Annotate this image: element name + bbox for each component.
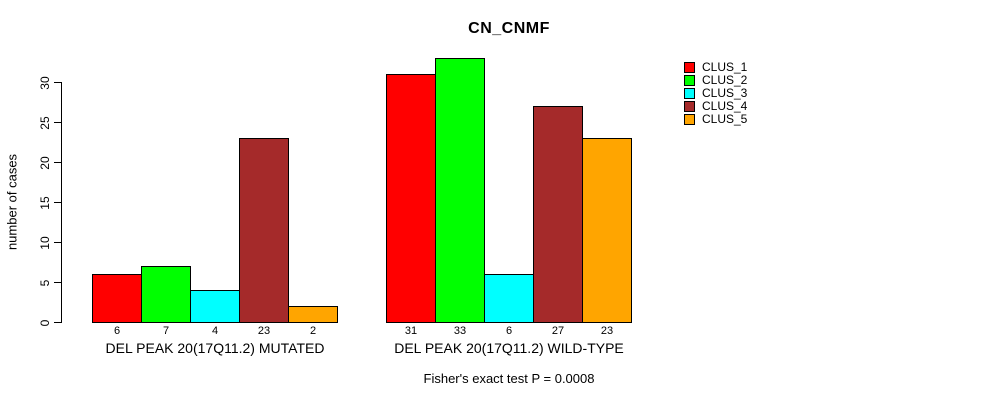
- legend-label: CLUS_3: [702, 86, 748, 100]
- legend-item-clus_1: CLUS_1: [684, 61, 747, 74]
- legend-swatch-clus_5: [684, 114, 695, 125]
- bar-value-label: 2: [309, 325, 317, 337]
- fisher-test-annotation: Fisher's exact test P = 0.0008: [423, 371, 595, 386]
- legend-swatch-clus_4: [684, 101, 695, 112]
- legend-swatch-clus_3: [684, 88, 695, 99]
- group-label-mutated: DEL PEAK 20(17Q11.2) MUTATED: [105, 340, 325, 356]
- bar-value-label: 4: [211, 325, 219, 337]
- bar-clus_1-group1: [92, 273, 142, 323]
- legend-item-clus_4: CLUS_4: [684, 100, 747, 113]
- legend-label: CLUS_2: [702, 73, 748, 87]
- bar-clus_3-group2: [484, 273, 534, 323]
- y-tick-label: 0: [38, 319, 52, 326]
- bar-value-label: 31: [404, 325, 418, 337]
- y-axis-title: number of cases: [4, 153, 20, 251]
- legend-swatch-clus_2: [684, 75, 695, 86]
- y-tick-label: 15: [38, 195, 52, 210]
- legend-item-clus_2: CLUS_2: [684, 74, 747, 87]
- bar-clus_2-group1: [141, 265, 191, 323]
- bar-value-label: 23: [257, 325, 271, 337]
- legend-item-clus_3: CLUS_3: [684, 87, 747, 100]
- bar-value-label: 6: [505, 325, 513, 337]
- bar-clus_5-group2: [582, 137, 632, 323]
- bar-clus_4-group1: [239, 137, 289, 323]
- bar-value-label: 6: [113, 325, 121, 337]
- bar-clus_1-group2: [386, 73, 436, 323]
- legend: CLUS_1 CLUS_2 CLUS_3 CLUS_4 CLUS_5: [684, 61, 747, 126]
- chart-title: CN_CNMF: [468, 20, 550, 37]
- legend-swatch-clus_1: [684, 62, 695, 73]
- bar-value-label: 27: [551, 325, 565, 337]
- y-tick-mark: [54, 322, 61, 323]
- bar-value-label: 33: [453, 325, 467, 337]
- y-tick-mark: [54, 242, 61, 243]
- bar-value-label: 7: [162, 325, 170, 337]
- group-label-wild-type: DEL PEAK 20(17Q11.2) WILD-TYPE: [394, 340, 624, 356]
- y-tick-label: 20: [38, 155, 52, 170]
- y-tick-label: 25: [38, 115, 52, 130]
- y-tick-mark: [54, 202, 61, 203]
- legend-label: CLUS_4: [702, 99, 748, 113]
- legend-label: CLUS_1: [702, 60, 748, 74]
- y-tick-mark: [54, 282, 61, 283]
- legend-item-clus_5: CLUS_5: [684, 113, 747, 126]
- bar-clus_4-group2: [533, 105, 583, 323]
- y-tick-label: 30: [38, 75, 52, 90]
- y-tick-mark: [54, 162, 61, 163]
- y-tick-label: 5: [38, 279, 52, 286]
- bar-clus_2-group2: [435, 57, 485, 323]
- y-tick-mark: [54, 122, 61, 123]
- legend-label: CLUS_5: [702, 112, 748, 126]
- bar-clus_5-group1: [288, 305, 338, 323]
- y-axis-line: [61, 82, 62, 323]
- y-tick-label: 10: [38, 235, 52, 250]
- y-tick-mark: [54, 82, 61, 83]
- bar-clus_3-group1: [190, 289, 240, 323]
- bar-value-label: 23: [600, 325, 614, 337]
